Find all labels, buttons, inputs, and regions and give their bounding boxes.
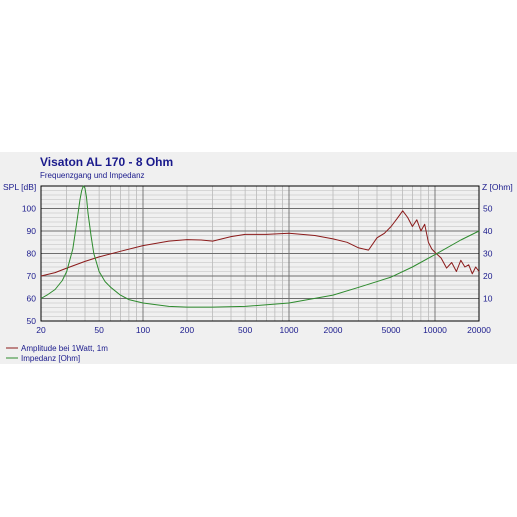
x-tick-label: 100	[136, 325, 150, 335]
x-tick-label: 500	[238, 325, 252, 335]
x-tick-label: 20000	[467, 325, 491, 335]
x-tick-label: 2000	[324, 325, 343, 335]
major-grid	[41, 186, 479, 321]
x-tick-label: 200	[180, 325, 194, 335]
chart-title: Visaton AL 170 - 8 Ohm	[40, 155, 174, 169]
x-tick-label: 5000	[382, 325, 401, 335]
y-tick-label-left: 60	[27, 294, 37, 304]
legend-label: Impedanz [Ohm]	[21, 354, 80, 363]
plot-frame	[40, 185, 480, 322]
x-tick-label: 1000	[280, 325, 299, 335]
chart-subtitle: Frequenzgang und Impedanz	[40, 171, 145, 180]
amplitude-line	[40, 210, 480, 277]
y-axis-label-left: SPL [dB]	[3, 182, 36, 192]
y-tick-label-left: 70	[27, 271, 37, 281]
y-tick-label-right: 40	[483, 226, 493, 236]
y-tick-label-right: 20	[483, 271, 493, 281]
x-tick-label: 20	[36, 325, 46, 335]
y-tick-label-left: 100	[22, 204, 36, 214]
legend-label: Amplitude bei 1Watt, 1m	[21, 344, 108, 353]
y-tick-label-left: 80	[27, 249, 37, 259]
y-tick-label-right: 10	[483, 294, 493, 304]
y-tick-label-left: 90	[27, 226, 37, 236]
x-tick-label: 10000	[423, 325, 447, 335]
x-tick-label: 50	[94, 325, 104, 335]
y-tick-label-right: 50	[483, 204, 493, 214]
tick-labels: 20 50 100 200 500 1000 2000 5000 10000 2000050607…	[22, 204, 493, 336]
y-axis-label-right: Z [Ohm]	[482, 182, 513, 192]
y-tick-label-left: 50	[27, 316, 37, 326]
y-tick-label-right: 30	[483, 249, 493, 259]
series-layer	[40, 185, 480, 308]
impedance-line	[40, 185, 480, 308]
